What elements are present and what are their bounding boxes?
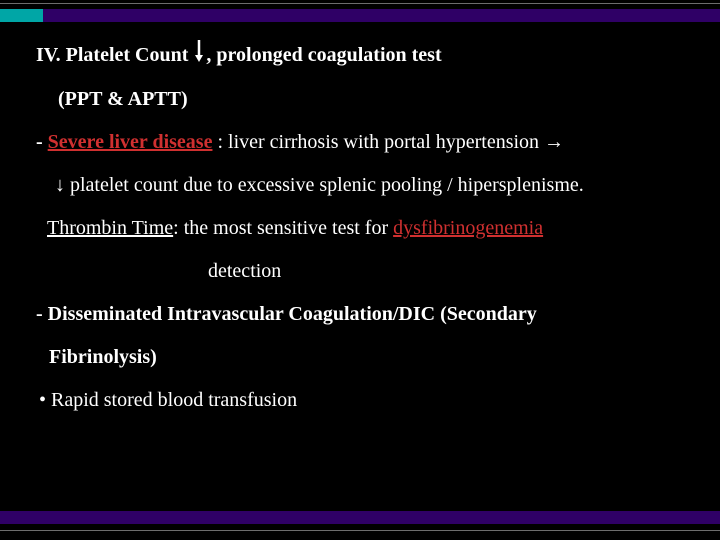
line-6: detection (36, 250, 696, 293)
line-7-dash: - (36, 303, 48, 325)
bottom-accent-bar (0, 511, 720, 524)
line-5-term: Thrombin Time (47, 217, 173, 239)
line-3: - Severe liver disease : liver cirrhosis… (36, 121, 696, 164)
line-1: IV. Platelet Count , prolonged coagulatio… (36, 34, 696, 78)
line-8: Fibrinolysis) (36, 336, 696, 379)
line-2: (PPT & APTT) (36, 78, 696, 121)
line-1-prefix: IV. Platelet Count (36, 44, 188, 66)
line-5-highlight: dysfibrinogenemia (393, 217, 543, 239)
line-5-mid: : the most sensitive test for (173, 217, 393, 239)
accent-teal-block (0, 9, 43, 22)
line-3-dash: - (36, 131, 48, 153)
down-arrow-icon (194, 35, 204, 78)
top-accent-bar (0, 9, 720, 22)
line-5: Thrombin Time: the most sensitive test f… (36, 207, 696, 250)
line-1-suffix: , prolonged coagulation test (206, 44, 441, 66)
line-7: - Disseminated Intravascular Coagulation… (36, 293, 696, 336)
line-3-highlight: Severe liver disease (48, 131, 213, 153)
top-divider-line (0, 3, 720, 4)
slide-content: IV. Platelet Count , prolonged coagulatio… (36, 34, 696, 422)
bottom-divider-line (0, 530, 720, 531)
line-3-rest: : liver cirrhosis with portal hypertensi… (212, 131, 564, 153)
line-4: ↓ platelet count due to excessive spleni… (36, 164, 696, 207)
line-9: • Rapid stored blood transfusion (36, 379, 696, 422)
line-7-text: Disseminated Intravascular Coagulation/D… (48, 303, 537, 325)
accent-purple-block (43, 9, 720, 22)
